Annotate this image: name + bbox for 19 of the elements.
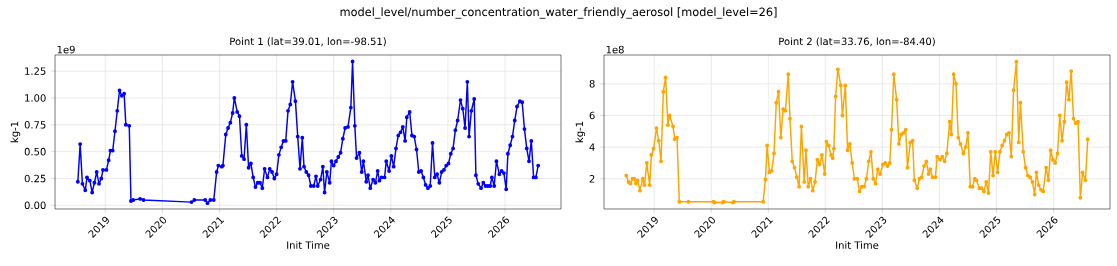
text: 1e8: [606, 45, 624, 54]
y-tick-label: 4: [589, 143, 595, 151]
x-axis-title: Init Time: [287, 241, 330, 249]
y-tick-label: 0.75: [24, 121, 46, 129]
y-tick-label: 0.50: [24, 147, 46, 156]
y-tick-label: 1.00: [25, 94, 46, 102]
y-tick-label: 1.25: [25, 67, 46, 75]
y-axis-title: kg-1: [575, 121, 586, 143]
y-tick-label: 2: [589, 175, 595, 183]
text: model_level/number_concentration_water_friendly_aerosol [model_level=26]: [340, 7, 777, 19]
y-tick-label: 8: [589, 80, 595, 88]
y-tick-label: 0.25: [24, 174, 46, 183]
x-axis-title: Init Time: [836, 241, 879, 249]
y-axis-title: kg-1: [10, 121, 21, 143]
y-tick-label: 6: [589, 111, 595, 120]
chart-title: Point 2 (lat=33.76, lon=-84.40): [779, 37, 935, 47]
y-tick-label: 0.00: [24, 201, 46, 210]
chart-title: Point 1 (lat=39.01, lon=-98.51): [230, 37, 386, 47]
text: 1e9: [57, 45, 75, 54]
